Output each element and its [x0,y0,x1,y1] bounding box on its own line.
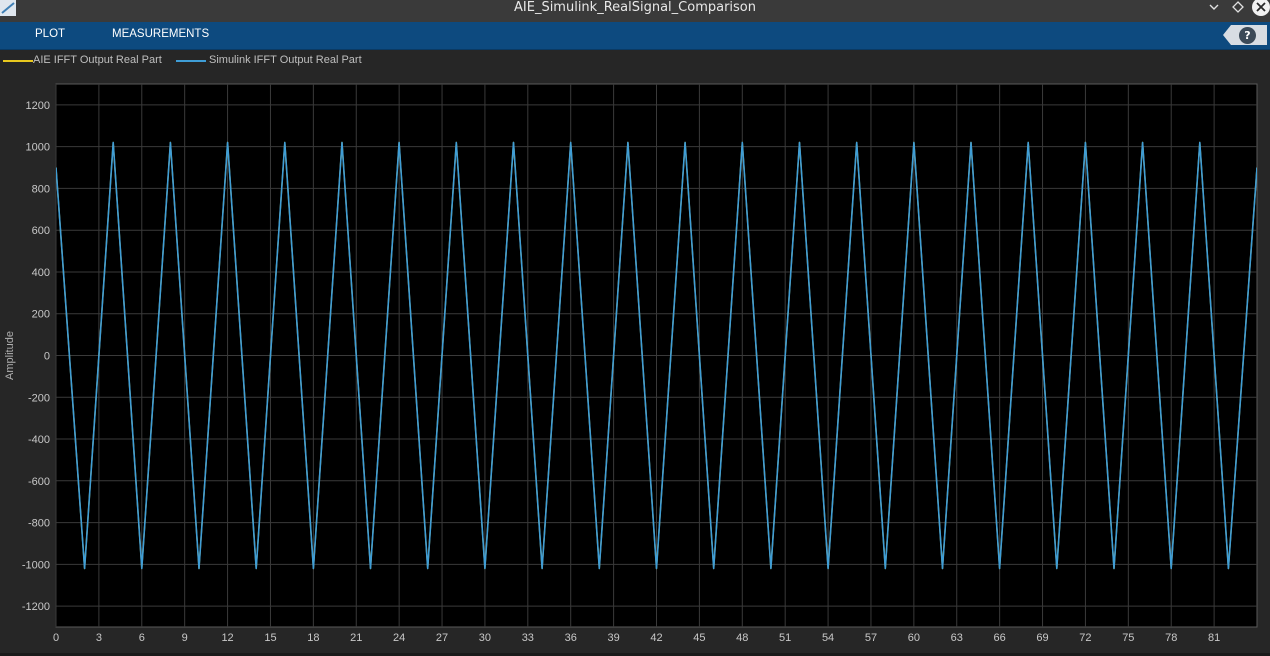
legend-swatch-aie [3,60,33,62]
toolstrip: PLOT MEASUREMENTS ? [0,22,1270,50]
window-title: AIE_Simulink_RealSignal_Comparison [514,0,756,15]
plot-area[interactable]: -1200-1000-800-600-400-20002004006008001… [0,70,1270,653]
x-tick-label: 69 [1036,632,1048,644]
x-tick-label: 36 [565,632,577,644]
x-tick-label: 45 [693,632,705,644]
x-tick-label: 78 [1165,632,1177,644]
x-tick-label: 72 [1079,632,1091,644]
x-tick-label: 60 [908,632,920,644]
y-tick-label: -1000 [22,559,50,571]
x-tick-label: 15 [264,632,276,644]
y-tick-label: -200 [28,392,50,404]
x-tick-label: 33 [522,632,534,644]
x-tick-label: 75 [1122,632,1134,644]
diamond-icon[interactable] [1231,0,1245,16]
y-axis-label: Amplitude [4,331,16,380]
x-tick-labels: 0 3 6 9 12 15 18 21 24 27 30 33 36 39 42 45 48 51 54 57 60 63… [53,632,1220,644]
status-strip [0,653,1270,656]
legend: AIE IFFT Output Real Part Simulink IFFT … [0,50,1270,70]
x-tick-label: 63 [951,632,963,644]
x-tick-label: 51 [779,632,791,644]
help-button[interactable]: ? [1239,27,1256,44]
y-tick-label: 600 [32,225,50,237]
window-titlebar: AIE_Simulink_RealSignal_Comparison [0,0,1270,22]
y-tick-label: -400 [28,434,50,446]
x-tick-label: 57 [865,632,877,644]
x-tick-label: 21 [350,632,362,644]
y-tick-label: 1200 [26,100,50,112]
tab-measurements[interactable]: MEASUREMENTS [112,28,210,40]
tab-plot[interactable]: PLOT [35,28,66,40]
app-icon [0,0,16,16]
x-tick-label: 48 [736,632,748,644]
legend-label-aie: AIE IFFT Output Real Part [33,54,162,66]
y-tick-label: -600 [28,476,50,488]
y-tick-label: 0 [44,351,50,363]
legend-swatch-simulink [176,60,206,62]
y-tick-label: 800 [32,183,50,195]
y-tick-label: -1200 [22,601,50,613]
x-tick-label: 6 [139,632,145,644]
close-icon[interactable] [1252,0,1270,16]
x-tick-label: 0 [53,632,59,644]
legend-label-simulink: Simulink IFFT Output Real Part [209,54,362,66]
series-line-simulink [56,141,1257,570]
x-tick-label: 24 [393,632,405,644]
x-tick-label: 27 [436,632,448,644]
x-tick-label: 9 [182,632,188,644]
y-tick-label: 1000 [26,142,50,154]
x-tick-label: 18 [307,632,319,644]
x-tick-label: 54 [822,632,834,644]
x-tick-label: 12 [221,632,233,644]
x-tick-label: 42 [650,632,662,644]
y-tick-label: -800 [28,518,50,530]
x-tick-label: 39 [607,632,619,644]
x-tick-label: 3 [96,632,102,644]
y-tick-labels: -1200 -1000 -800 -600 -400 -200 0 200 400 600 800 1… [22,100,50,613]
y-tick-label: 200 [32,309,50,321]
x-tick-label: 30 [479,632,491,644]
x-tick-label: 66 [994,632,1006,644]
y-tick-label: 400 [32,267,50,279]
chevron-down-icon[interactable] [1207,0,1221,16]
series [56,141,1257,570]
x-tick-label: 81 [1208,632,1220,644]
